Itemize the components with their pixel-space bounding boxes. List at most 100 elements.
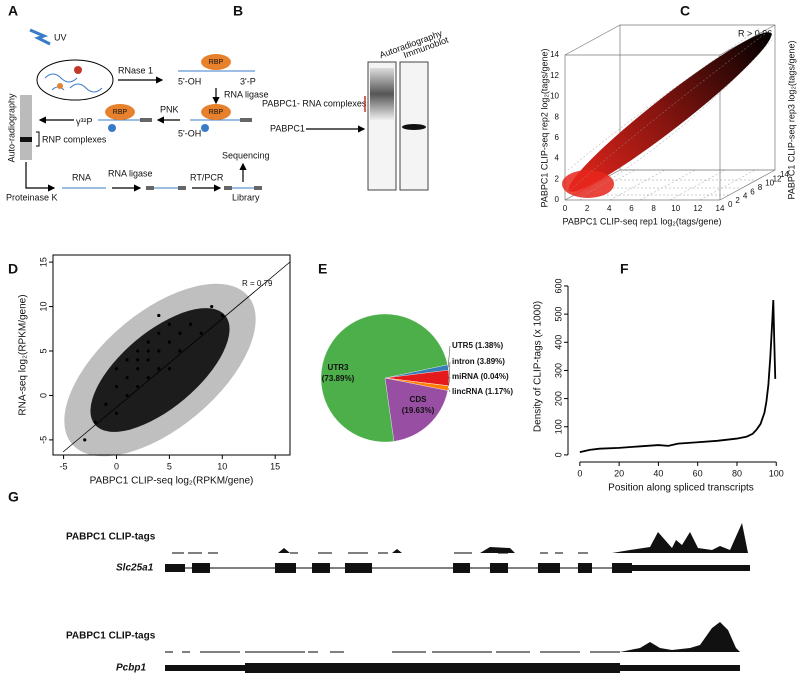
- label: Auto-radiography: [6, 93, 16, 163]
- adapter: [240, 118, 252, 122]
- fit-lines: [567, 27, 773, 199]
- value-label: (1.38%): [475, 341, 503, 350]
- step-label: RT/PCR: [190, 172, 224, 182]
- leader: [448, 376, 451, 386]
- point: [136, 349, 140, 353]
- panel-label: C: [680, 3, 690, 19]
- value-label: (1.17%): [485, 387, 513, 396]
- y-tick-label: 500: [553, 307, 563, 322]
- point: [157, 349, 161, 353]
- x-tick-label: 60: [693, 468, 703, 478]
- y-axis-label: PABPC1 CLIP-seq rep2 log₂(tags/gene): [539, 49, 549, 208]
- x-tick-label: 100: [769, 468, 784, 478]
- leader: [447, 388, 451, 393]
- label: Sequencing: [222, 150, 270, 160]
- slice-label: UTR3 (73.89%): [322, 363, 355, 383]
- y-tick-label: 0: [38, 393, 48, 398]
- point: [220, 313, 224, 318]
- clip-coverage: [620, 622, 740, 652]
- adapter: [140, 118, 152, 122]
- bracket: [36, 131, 40, 147]
- gel-band: [402, 124, 426, 130]
- x-tick-label: 40: [653, 468, 663, 478]
- annotation: R > 0.96: [738, 28, 772, 38]
- gene-name: Pcbp1: [116, 663, 146, 674]
- y-tick-label: 0: [553, 452, 563, 457]
- point: [167, 367, 171, 371]
- z-tick-label: 14: [780, 170, 789, 179]
- label: PABPC1: [270, 123, 305, 133]
- label: RNP complexes: [42, 134, 107, 144]
- x-tick-label: 10: [671, 204, 680, 213]
- track-title: PABPC1 CLIP-tags: [66, 631, 156, 642]
- point: [157, 331, 161, 335]
- y-axis-label: Density of CLIP-tags (x 1000): [533, 301, 544, 432]
- y-tick-label: 300: [553, 363, 563, 378]
- x-tick-label: 0: [577, 468, 582, 478]
- y-tick-label: 15: [38, 257, 48, 267]
- point: [146, 340, 150, 344]
- point: [146, 358, 150, 362]
- point: [125, 393, 129, 398]
- slice-label: intron (3.89%): [452, 357, 505, 366]
- label: RNA: [72, 172, 91, 182]
- point: [136, 367, 140, 371]
- x-axis-label: Position along spliced transcripts: [608, 483, 754, 494]
- label: γ³²P: [76, 116, 93, 126]
- point: [199, 331, 203, 335]
- panel-label: A: [8, 3, 18, 19]
- z-tick-label: 12: [773, 174, 782, 183]
- step-label: Proteinase K: [6, 192, 58, 202]
- point: [188, 322, 193, 326]
- y-tick-label: 8: [555, 112, 560, 121]
- y-tick-label: 100: [553, 419, 563, 434]
- panel-label: B: [233, 3, 243, 19]
- point: [104, 402, 108, 406]
- category: CDS: [410, 395, 428, 404]
- x-tick-label: 8: [651, 204, 656, 213]
- point: [167, 322, 171, 326]
- z-tick-label: 0: [728, 200, 733, 209]
- x-tick-label: 12: [693, 204, 702, 213]
- step-label: PNK: [160, 104, 179, 114]
- y-tick-label: 200: [553, 391, 563, 406]
- y-tick-label: 14: [550, 50, 559, 59]
- rbp: [201, 54, 231, 70]
- rbp-label: RBP: [113, 109, 128, 116]
- rbp-label: RBP: [209, 59, 224, 66]
- end-label: 5'-OH: [178, 76, 201, 86]
- z-axis-label: PABPC1 CLIP-seq rep3 log₂(tags/gene): [786, 41, 796, 200]
- step-label: RNA ligase: [108, 168, 153, 178]
- slice-label: lincRNA (1.17%): [452, 387, 513, 396]
- step-label: RNA ligase: [224, 89, 269, 99]
- point: [178, 349, 182, 353]
- y-tick-label: 10: [550, 92, 559, 101]
- point: [125, 358, 129, 362]
- rbp: [105, 104, 135, 120]
- x-tick-label: 0: [563, 204, 568, 213]
- x-tick-label: 0: [114, 461, 119, 471]
- y-tick-label: 5: [38, 348, 48, 353]
- adapter: [146, 186, 154, 190]
- point-cloud: [568, 32, 772, 192]
- rna-strands: [44, 73, 103, 93]
- slice-label: miRNA (0.04%): [452, 372, 509, 381]
- x-tick-label: 80: [732, 468, 742, 478]
- point: [83, 438, 87, 442]
- panel-label: E: [318, 261, 327, 277]
- adapter: [224, 186, 232, 190]
- uv-label: UV: [54, 32, 67, 42]
- y-tick-label: 2: [555, 174, 560, 183]
- gel-smear: [370, 68, 394, 120]
- y-tick-label: 400: [553, 335, 563, 350]
- rbp-label: RBP: [209, 109, 224, 116]
- exons: [165, 563, 750, 573]
- gel-band: [20, 137, 32, 142]
- exons: [165, 663, 740, 673]
- x-tick-label: 14: [716, 204, 725, 213]
- pie-slice: [320, 313, 448, 443]
- panel-label: F: [620, 261, 629, 277]
- point: [157, 313, 161, 318]
- track-title: PABPC1 CLIP-tags: [66, 532, 156, 543]
- value-label: (3.89%): [477, 357, 505, 366]
